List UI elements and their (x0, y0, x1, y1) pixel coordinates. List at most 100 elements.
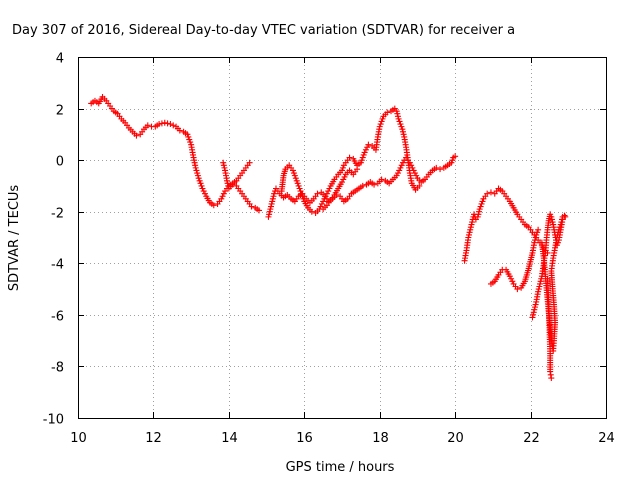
data-point (532, 234, 539, 241)
data-point (291, 172, 298, 179)
data-point (325, 188, 332, 195)
x-tick-label: 14 (221, 431, 238, 446)
data-point (487, 189, 494, 196)
x-tick-label: 20 (447, 431, 464, 446)
data-point (378, 176, 385, 183)
data-point (393, 172, 400, 179)
y-tick-label: 2 (56, 104, 64, 119)
y-tick-label: -8 (51, 361, 64, 376)
y-tick-label: -6 (51, 310, 64, 325)
data-point (156, 121, 163, 128)
data-point (549, 219, 556, 226)
data-point (531, 304, 538, 311)
y-tick-label: -4 (51, 258, 64, 273)
y-tick-label: 0 (56, 155, 64, 170)
data-point (365, 141, 372, 148)
data-point (474, 213, 481, 220)
data-point (294, 180, 301, 187)
data-point (364, 144, 371, 151)
data-point (314, 190, 321, 197)
data-point (554, 231, 561, 238)
data-point (323, 190, 330, 197)
x-axis-label: GPS time / hours (286, 460, 395, 475)
data-point (537, 280, 543, 287)
data-point (558, 219, 565, 226)
data-point (201, 190, 208, 197)
data-point (256, 207, 263, 214)
data-point (346, 154, 353, 161)
series-arc-d (278, 105, 423, 217)
data-point (396, 167, 403, 174)
data-point (187, 139, 194, 146)
data-point (360, 151, 367, 158)
data-point (176, 127, 183, 134)
data-point (371, 181, 378, 188)
data-point (468, 221, 475, 228)
data-point (229, 181, 236, 188)
data-point (318, 200, 325, 207)
data-point (559, 216, 565, 223)
data-point (293, 177, 300, 184)
x-tick-label: 18 (372, 431, 389, 446)
data-point (184, 131, 191, 138)
series-arc-f (461, 185, 551, 264)
data-point (195, 175, 202, 182)
data-point (562, 213, 569, 220)
data-point (158, 120, 165, 127)
data-point (185, 133, 192, 140)
data-point (535, 288, 542, 295)
data-point (479, 198, 486, 205)
data-point (269, 198, 276, 205)
data-point (308, 208, 315, 215)
data-point (548, 213, 555, 220)
data-point (400, 131, 407, 138)
data-point (300, 195, 307, 202)
data-point (192, 164, 199, 171)
data-point (394, 110, 401, 117)
data-point (530, 309, 537, 316)
y-axis-label: SDTVAR / TECUs (7, 185, 22, 292)
data-point (530, 311, 537, 318)
data-point (379, 115, 386, 122)
data-point (269, 195, 276, 202)
series-arc-e (320, 166, 361, 213)
data-point (467, 224, 474, 231)
data-point (246, 159, 253, 166)
data-point (452, 153, 459, 160)
data-point (509, 278, 516, 285)
data-point (397, 164, 404, 171)
data-point (393, 108, 400, 115)
data-point (399, 126, 406, 133)
data-point (297, 188, 304, 195)
data-point (548, 216, 555, 223)
data-point (220, 159, 227, 166)
data-point (357, 159, 364, 166)
chart-title: Day 307 of 2016, Sidereal Day-to-day VTE… (12, 23, 515, 38)
data-point (341, 173, 348, 180)
x-tick-label: 22 (523, 431, 540, 446)
data-point (265, 213, 272, 220)
data-point (397, 121, 404, 128)
data-point (411, 170, 418, 177)
data-point (339, 164, 346, 171)
data-point (292, 175, 299, 182)
data-point (399, 159, 406, 166)
data-point (437, 166, 444, 173)
y-tick-label: 4 (56, 52, 64, 67)
x-tick-label: 12 (145, 431, 162, 446)
data-point (321, 195, 328, 202)
series-arc-g (487, 226, 542, 293)
data-point (465, 231, 472, 238)
data-point (193, 167, 200, 174)
data-point (536, 283, 543, 290)
data-point (299, 193, 306, 200)
data-point (377, 121, 384, 128)
grid-lines (78, 57, 606, 418)
data-point (535, 226, 542, 233)
data-point (200, 188, 207, 195)
data-point (270, 193, 277, 200)
data-point (467, 226, 474, 233)
data-point (198, 182, 205, 189)
plot-frame (78, 57, 607, 419)
